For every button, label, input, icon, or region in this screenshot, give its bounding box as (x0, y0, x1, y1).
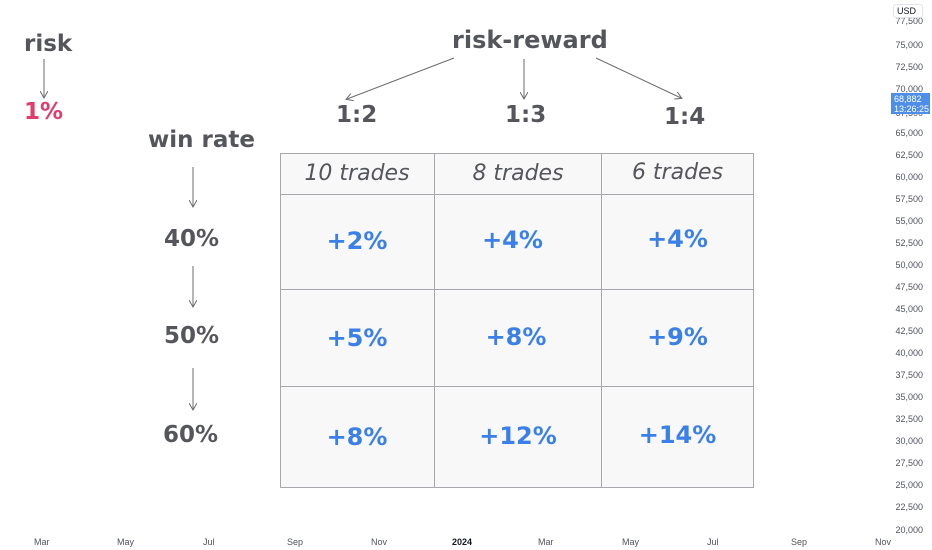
current-price: 68,882 (894, 94, 922, 104)
time-tick: Jul (707, 537, 719, 547)
price-tick: 57,500 (895, 194, 923, 204)
price-tick: 27,500 (895, 458, 923, 468)
result-cell: +5% (326, 324, 388, 352)
price-tick: 37,500 (895, 370, 923, 380)
time-tick: Sep (287, 537, 304, 547)
price-tick: 25,000 (895, 480, 923, 490)
price-tick: 22,500 (895, 502, 923, 512)
ratio-1-2: 1:2 (336, 102, 378, 128)
table-border-right (753, 153, 754, 488)
risk-reward-title: risk-reward (452, 26, 608, 54)
price-tick: 52,500 (895, 238, 923, 248)
price-tick: 40,000 (895, 348, 923, 358)
price-tick: 32,500 (895, 414, 923, 424)
table-border-bottom (280, 487, 754, 488)
price-tick: 20,000 (895, 525, 923, 535)
price-tick: 62,500 (895, 150, 923, 160)
result-cell: +8% (485, 323, 547, 351)
table-border-top (280, 153, 754, 154)
price-tick: 70,000 (895, 84, 923, 94)
win-rate-40: 40% (164, 226, 220, 252)
price-tick: 65,000 (895, 128, 923, 138)
rr-arrow-right (595, 57, 681, 98)
result-cell: +4% (482, 226, 543, 254)
price-tick: 55,000 (895, 216, 923, 226)
price-tick: 30,000 (895, 436, 923, 446)
ratio-1-4: 1:4 (664, 104, 706, 130)
header-6-trades: 6 trades (631, 160, 724, 185)
price-tick: 42,500 (895, 326, 923, 336)
price-tick: 60,000 (895, 172, 923, 182)
time-tick: Nov (875, 537, 892, 547)
ratio-1-3: 1:3 (505, 102, 547, 128)
price-tick: 50,000 (895, 260, 923, 270)
currency-label[interactable]: USD (893, 4, 923, 18)
time-tick: Nov (371, 537, 388, 547)
current-price-badge: 68,882 13:26:25 (891, 93, 930, 114)
table-row-divider (280, 194, 754, 195)
time-tick: Mar (34, 537, 50, 547)
rr-arrow-left (347, 57, 455, 99)
header-10-trades: 10 trades (304, 161, 410, 186)
time-tick: Jul (203, 537, 215, 547)
header-8-trades: 8 trades (472, 161, 564, 186)
results-table: 10 trades 8 trades 6 trades +2% +4% +4% … (280, 153, 754, 488)
time-tick: May (622, 537, 640, 547)
table-col-divider (601, 153, 602, 488)
time-tick: 2024 (452, 537, 473, 547)
time-tick: May (117, 537, 135, 547)
risk-title: risk (24, 31, 73, 57)
price-tick: 72,500 (895, 62, 923, 72)
table-border-left (280, 153, 281, 488)
result-cell: +8% (326, 423, 388, 451)
price-tick: 45,000 (895, 304, 923, 314)
table-col-divider (434, 153, 435, 488)
result-cell: +14% (638, 421, 717, 449)
win-rate-50: 50% (164, 323, 220, 349)
time-tick: Sep (791, 537, 808, 547)
win-rate-title: win rate (148, 127, 255, 153)
table-row-divider (280, 289, 754, 290)
result-cell: +4% (647, 225, 708, 253)
bar-countdown: 13:26:25 (894, 104, 930, 114)
win-rate-60: 60% (163, 422, 219, 448)
risk-value: 1% (24, 99, 64, 125)
result-cell: +12% (479, 422, 557, 450)
price-tick: 75,000 (895, 40, 923, 50)
result-cell: +2% (326, 227, 388, 255)
price-tick: 35,000 (895, 392, 923, 402)
price-tick: 77,500 (895, 16, 923, 26)
time-tick: Mar (538, 537, 554, 547)
table-row-divider (280, 386, 754, 387)
price-tick: 47,500 (895, 282, 923, 292)
result-cell: +9% (647, 323, 708, 351)
